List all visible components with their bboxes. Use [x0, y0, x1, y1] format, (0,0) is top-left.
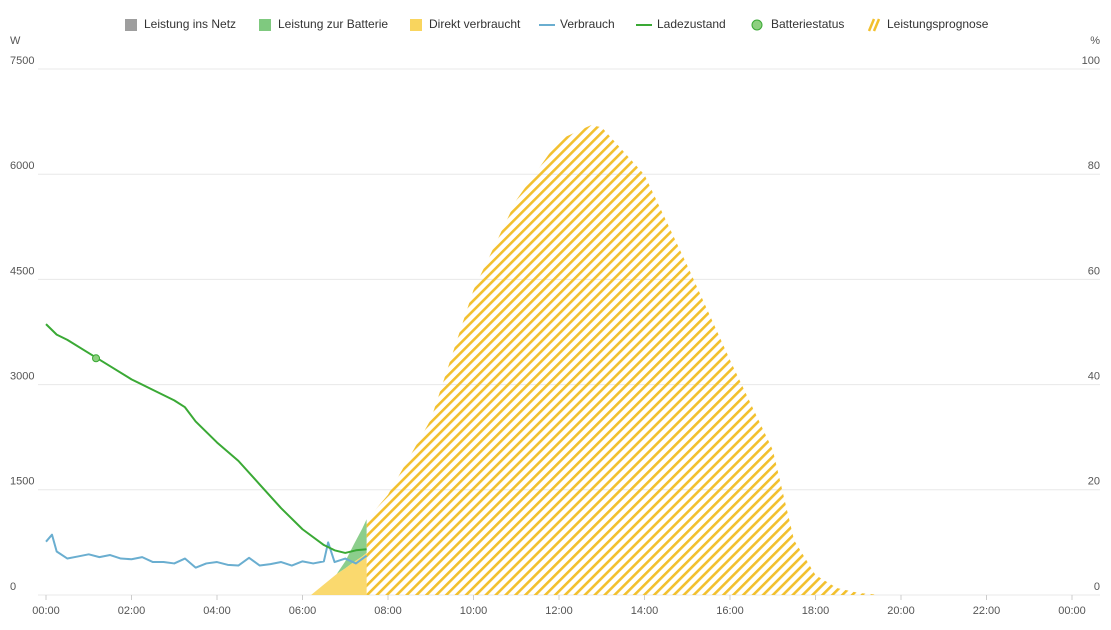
legend-item: Leistung ins Netz	[125, 17, 236, 31]
x-tick-label: 18:00	[802, 605, 830, 617]
legend-label: Leistung zur Batterie	[278, 17, 388, 31]
y-tick-label: 6000	[10, 160, 34, 172]
x-tick-label: 02:00	[118, 605, 146, 617]
x-tick-label: 04:00	[203, 605, 231, 617]
x-tick-label: 10:00	[460, 605, 488, 617]
y2-tick-label: 100	[1082, 55, 1100, 67]
x-tick-label: 00:00	[1058, 605, 1086, 617]
y2-tick-label: 0	[1094, 581, 1100, 593]
y2-tick-label: 20	[1088, 476, 1100, 488]
area	[311, 552, 367, 595]
y-tick-label: 1500	[10, 476, 34, 488]
y2-tick-label: 40	[1088, 371, 1100, 383]
y-tick-label: 3000	[10, 371, 34, 383]
legend-swatch	[867, 18, 881, 32]
y-tick-label: 7500	[10, 55, 34, 67]
y2-tick-label: 80	[1088, 160, 1100, 172]
x-tick-label: 20:00	[887, 605, 915, 617]
y-tick-label: 0	[10, 581, 16, 593]
x-tick-label: 22:00	[973, 605, 1001, 617]
line	[45, 533, 368, 569]
point	[92, 354, 101, 363]
legend-label: Direkt verbraucht	[429, 17, 521, 31]
x-tick-label: 00:00	[32, 605, 60, 617]
y2-axis-label: %	[1090, 35, 1100, 47]
legend-item: Batteriestatus	[751, 17, 844, 31]
legend-swatch	[410, 19, 422, 31]
legend-label: Leistungsprognose	[887, 17, 989, 31]
legend-swatch	[751, 19, 763, 31]
legend: Leistung ins Netz Leistung zur Batterie Di…	[125, 17, 989, 32]
legend-swatch	[259, 19, 271, 31]
legend-item: Leistung zur Batterie	[259, 17, 388, 31]
legend-swatch	[125, 19, 137, 31]
legend-label: Batteriestatus	[771, 17, 844, 31]
legend-item: Verbrauch	[539, 17, 615, 31]
legend-item: Ladezustand	[636, 17, 726, 31]
x-tick-label: 06:00	[289, 605, 317, 617]
area	[311, 519, 367, 595]
legend-item: Leistungsprognose	[867, 17, 989, 32]
y-tick-label: 4500	[10, 265, 34, 277]
x-tick-label: 08:00	[374, 605, 402, 617]
legend-item: Direkt verbraucht	[410, 17, 521, 31]
legend-label: Leistung ins Netz	[144, 17, 236, 31]
legend-label: Verbrauch	[560, 17, 615, 31]
area	[366, 125, 880, 596]
x-tick-label: 14:00	[631, 605, 659, 617]
legend-label: Ladezustand	[657, 17, 726, 31]
x-tick-label: 12:00	[545, 605, 573, 617]
y-axis-label: W	[10, 35, 21, 47]
y2-tick-label: 60	[1088, 265, 1100, 277]
x-tick-label: 16:00	[716, 605, 744, 617]
line	[45, 323, 367, 554]
